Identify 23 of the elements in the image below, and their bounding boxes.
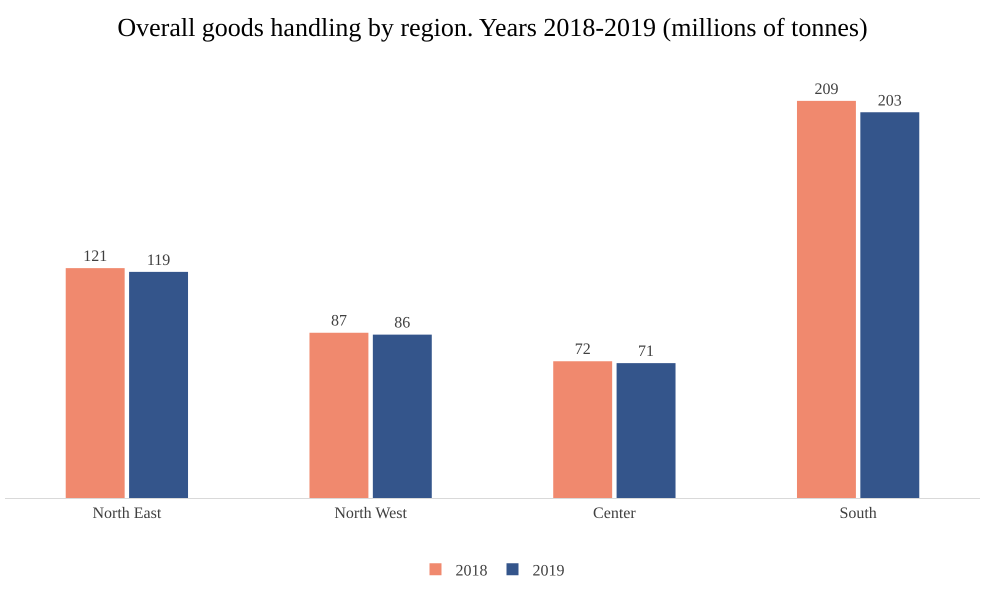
x-tick-label: North West — [334, 505, 408, 522]
data-label: 209 — [814, 80, 838, 98]
chart-title: Overall goods handling by region. Years 2018-2019 (millions of tonnes) — [117, 13, 868, 42]
data-label: 121 — [83, 248, 108, 266]
bar — [66, 268, 125, 498]
bar — [129, 272, 188, 498]
x-tick-label: South — [839, 505, 877, 522]
bar — [553, 361, 612, 498]
data-label: 71 — [638, 343, 654, 360]
bar — [796, 100, 856, 498]
bar — [860, 112, 920, 498]
x-tick-label: North East — [92, 505, 162, 522]
data-label: 87 — [330, 312, 347, 330]
data-label: 119 — [146, 252, 170, 269]
legend-label: 2018 — [456, 562, 488, 580]
bar — [309, 332, 368, 498]
data-label: 86 — [394, 314, 410, 332]
data-label: 203 — [878, 92, 902, 110]
data-label: 72 — [574, 341, 591, 358]
legend-label: 2019 — [532, 562, 564, 580]
bar — [616, 363, 676, 498]
x-tick-label: Center — [593, 505, 636, 522]
bar — [372, 334, 432, 498]
